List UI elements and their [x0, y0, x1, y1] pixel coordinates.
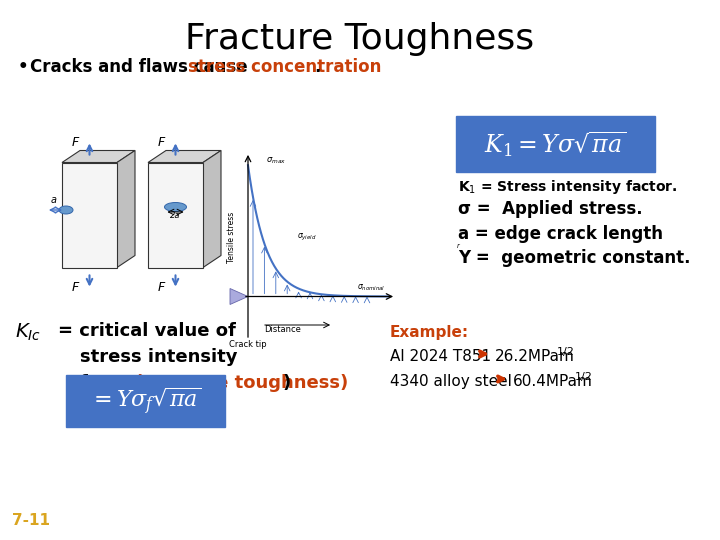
Text: a = edge crack length: a = edge crack length: [458, 225, 663, 243]
Text: σ =  Applied stress.: σ = Applied stress.: [458, 200, 643, 218]
Text: $\sigma_{max}$: $\sigma_{max}$: [266, 156, 286, 166]
Text: stress concentration: stress concentration: [189, 58, 382, 76]
Text: $K_1 = Y\sigma\sqrt{\pi a}$: $K_1 = Y\sigma\sqrt{\pi a}$: [485, 130, 626, 159]
Polygon shape: [62, 151, 135, 163]
Text: 60.4MPam: 60.4MPam: [513, 374, 593, 389]
Text: K$_1$ = Stress intensity factor.: K$_1$ = Stress intensity factor.: [458, 178, 678, 196]
Text: $= Y\sigma_f\sqrt{\pi a}$: $= Y\sigma_f\sqrt{\pi a}$: [89, 385, 202, 417]
Text: 1/2: 1/2: [557, 347, 575, 357]
Text: 1/2: 1/2: [575, 372, 593, 382]
Text: F: F: [71, 136, 78, 149]
Text: $\sigma_{yield}$: $\sigma_{yield}$: [297, 232, 317, 243]
Text: F: F: [71, 281, 78, 294]
Text: Al 2024 T851: Al 2024 T851: [390, 349, 496, 364]
Text: .: .: [314, 58, 320, 76]
Text: a: a: [51, 195, 57, 205]
Text: F: F: [158, 136, 165, 149]
Text: •: •: [18, 58, 29, 76]
Text: stress intensity: stress intensity: [80, 348, 238, 366]
Text: (Fracture toughness): (Fracture toughness): [135, 374, 348, 392]
Text: factor.: factor.: [80, 374, 145, 392]
Text: Tensile stress: Tensile stress: [228, 212, 236, 263]
Text: F: F: [158, 281, 165, 294]
Polygon shape: [203, 151, 221, 267]
Text: Distance: Distance: [264, 325, 302, 334]
Text: Y =  geometric constant.: Y = geometric constant.: [458, 249, 690, 267]
Text: Cracks and flaws cause: Cracks and flaws cause: [30, 58, 253, 76]
FancyBboxPatch shape: [66, 375, 225, 427]
Text: $K_{Ic}$: $K_{Ic}$: [15, 322, 41, 343]
Text: $\sigma_{nominal}$: $\sigma_{nominal}$: [357, 282, 385, 293]
Text: $^r$: $^r$: [456, 243, 462, 253]
Polygon shape: [148, 151, 221, 163]
Polygon shape: [230, 288, 248, 305]
Polygon shape: [117, 151, 135, 267]
Text: 26.2MPam: 26.2MPam: [495, 349, 575, 364]
Text: Example:: Example:: [390, 325, 469, 340]
Text: ): ): [282, 374, 290, 392]
Bar: [62, 163, 117, 267]
FancyBboxPatch shape: [456, 116, 655, 172]
Text: Fracture Toughness: Fracture Toughness: [186, 22, 534, 56]
Bar: [148, 163, 203, 267]
Text: = critical value of: = critical value of: [58, 322, 236, 340]
Text: 2a: 2a: [170, 211, 181, 220]
Ellipse shape: [164, 202, 186, 212]
Ellipse shape: [59, 206, 73, 214]
Text: 4340 alloy steel: 4340 alloy steel: [390, 374, 512, 389]
Text: Crack tip: Crack tip: [229, 340, 267, 349]
Text: 7-11: 7-11: [12, 513, 50, 528]
